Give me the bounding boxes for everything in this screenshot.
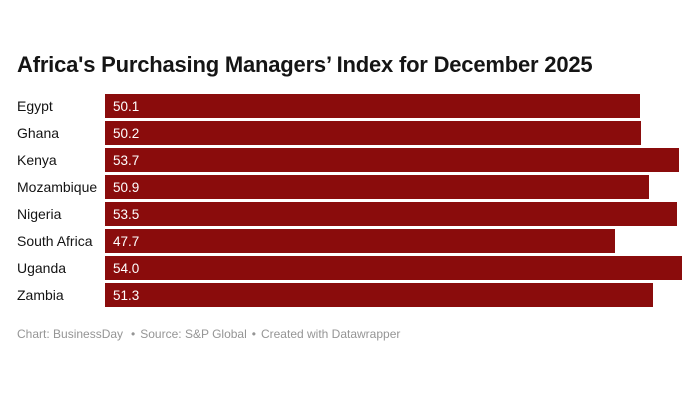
- chart-credit: Chart: BusinessDay: [17, 327, 124, 341]
- value-label: 53.7: [113, 152, 140, 168]
- chart-footer: Chart: BusinessDay • Source: S&P Global • Cr…: [17, 327, 682, 341]
- country-label: Kenya: [17, 152, 57, 168]
- country-label: Egypt: [17, 98, 53, 114]
- source-credit: Source: S&P Global: [140, 327, 247, 341]
- bar-row: South Africa 47.7: [17, 229, 682, 253]
- bar-track: 50.2: [105, 121, 682, 145]
- country-label: Ghana: [17, 125, 60, 141]
- bar-track: 53.7: [105, 148, 682, 172]
- country-label: Uganda: [17, 260, 67, 276]
- value-label: 47.7: [113, 233, 140, 249]
- value-label: 50.2: [113, 125, 140, 141]
- bar: 47.7: [105, 229, 615, 253]
- bar-row: Nigeria 53.5: [17, 202, 682, 226]
- bar-track: 50.1: [105, 94, 682, 118]
- bar-row: Ghana 50.2: [17, 121, 682, 145]
- bar: 53.5: [105, 202, 677, 226]
- bar: 50.1: [105, 94, 641, 118]
- bar-track: 51.3: [105, 283, 682, 307]
- bar-row: Kenya 53.7: [17, 148, 682, 172]
- bar: 53.7: [105, 148, 679, 172]
- bar: 50.2: [105, 121, 642, 145]
- bar: 51.3: [105, 283, 654, 307]
- country-label: Mozambique: [17, 179, 98, 195]
- bar-track: 54.0: [105, 256, 682, 280]
- footer-separator: •: [131, 327, 136, 341]
- tool-credit: Created with Datawrapper: [260, 327, 401, 341]
- bar-row: Egypt 50.1: [17, 94, 682, 118]
- bar-row: Mozambique 50.9: [17, 175, 682, 199]
- value-label: 51.3: [113, 287, 140, 303]
- country-label: Nigeria: [17, 206, 62, 222]
- bar-chart: Egypt 50.1 Ghana 50.2 Kenya 53.7 Mozambi…: [17, 94, 682, 307]
- bar-row: Uganda 54.0: [17, 256, 682, 280]
- value-label: 54.0: [113, 260, 140, 276]
- bar: 50.9: [105, 175, 649, 199]
- country-label: South Africa: [17, 233, 93, 249]
- value-label: 50.1: [113, 98, 140, 114]
- value-label: 53.5: [113, 206, 140, 222]
- bar-track: 53.5: [105, 202, 682, 226]
- bar: 54.0: [105, 256, 682, 280]
- footer-separator: •: [251, 327, 256, 341]
- country-label: Zambia: [17, 287, 64, 303]
- chart-title: Africa's Purchasing Managers’ Index for …: [17, 52, 593, 77]
- bar-track: 50.9: [105, 175, 682, 199]
- value-label: 50.9: [113, 179, 140, 195]
- bar-track: 47.7: [105, 229, 682, 253]
- bar-row: Zambia 51.3: [17, 283, 682, 307]
